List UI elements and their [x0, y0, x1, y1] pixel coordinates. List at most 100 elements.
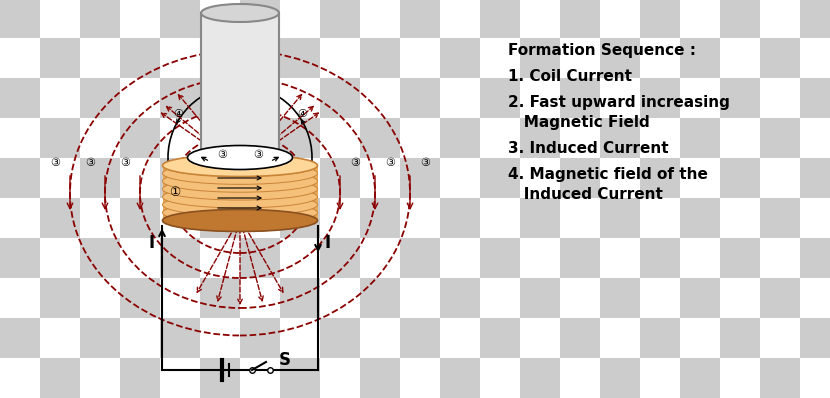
Bar — [0, 278, 40, 318]
Text: ④: ④ — [297, 109, 307, 119]
Bar — [680, 198, 720, 238]
Bar — [720, 238, 760, 278]
Bar — [80, 78, 120, 118]
Text: ④: ④ — [173, 109, 183, 119]
Bar — [201, 13, 279, 163]
Bar — [320, 158, 360, 198]
Bar — [480, 198, 520, 238]
Bar — [560, 0, 600, 38]
Text: 3. Induced Current: 3. Induced Current — [508, 141, 669, 156]
Bar — [280, 38, 320, 78]
Bar — [800, 38, 830, 78]
Bar — [80, 158, 120, 198]
Bar — [320, 238, 360, 278]
Bar — [800, 358, 830, 398]
Bar — [720, 38, 760, 78]
Bar — [440, 358, 480, 398]
Bar — [280, 78, 320, 118]
Bar — [520, 238, 560, 278]
Bar — [0, 358, 40, 398]
Bar — [520, 158, 560, 198]
Bar — [120, 238, 160, 278]
Bar — [760, 318, 800, 358]
Text: Magnetic Field: Magnetic Field — [508, 115, 650, 130]
Bar — [160, 318, 200, 358]
Bar — [160, 0, 200, 38]
Bar — [600, 158, 640, 198]
Bar — [120, 158, 160, 198]
Bar — [0, 238, 40, 278]
Bar — [440, 0, 480, 38]
Bar — [80, 238, 120, 278]
Bar — [480, 118, 520, 158]
Bar — [800, 198, 830, 238]
Bar — [80, 118, 120, 158]
Bar — [80, 278, 120, 318]
Bar — [680, 0, 720, 38]
Bar — [160, 158, 200, 198]
Bar — [720, 278, 760, 318]
Bar — [40, 318, 80, 358]
Bar — [40, 158, 80, 198]
Bar — [400, 158, 440, 198]
Bar — [640, 318, 680, 358]
Bar — [240, 278, 280, 318]
Bar — [80, 0, 120, 38]
Ellipse shape — [201, 4, 279, 22]
Bar — [440, 38, 480, 78]
Bar — [640, 158, 680, 198]
Bar — [320, 38, 360, 78]
Bar — [40, 78, 80, 118]
Bar — [640, 0, 680, 38]
Bar — [163, 166, 201, 220]
Ellipse shape — [163, 202, 318, 224]
Bar — [800, 158, 830, 198]
Bar — [680, 358, 720, 398]
Bar — [560, 158, 600, 198]
Bar — [0, 0, 40, 38]
Bar — [120, 0, 160, 38]
Bar — [120, 118, 160, 158]
Bar — [280, 238, 320, 278]
Bar — [80, 318, 120, 358]
Bar — [80, 358, 120, 398]
Text: Formation Sequence :: Formation Sequence : — [508, 43, 696, 58]
Text: ③: ③ — [50, 158, 60, 168]
Bar — [120, 198, 160, 238]
Bar — [480, 158, 520, 198]
Bar — [400, 238, 440, 278]
Bar — [520, 78, 560, 118]
Bar — [640, 278, 680, 318]
Bar — [560, 78, 600, 118]
Bar — [560, 238, 600, 278]
Ellipse shape — [201, 154, 279, 172]
Bar — [360, 358, 400, 398]
Bar — [320, 278, 360, 318]
Text: Induced Current: Induced Current — [508, 187, 663, 202]
Bar — [800, 238, 830, 278]
Bar — [160, 118, 200, 158]
Bar — [640, 78, 680, 118]
Bar — [320, 198, 360, 238]
Bar — [400, 38, 440, 78]
Ellipse shape — [163, 209, 318, 232]
Bar — [800, 0, 830, 38]
Bar — [760, 38, 800, 78]
Bar — [200, 278, 240, 318]
Bar — [680, 38, 720, 78]
Bar — [720, 0, 760, 38]
Bar — [680, 318, 720, 358]
Bar — [200, 158, 240, 198]
Text: ③: ③ — [385, 158, 395, 168]
Bar — [560, 358, 600, 398]
Bar — [280, 318, 320, 358]
Bar — [600, 198, 640, 238]
Bar — [720, 198, 760, 238]
Bar — [240, 0, 280, 38]
Bar — [240, 78, 280, 118]
Bar — [160, 38, 200, 78]
Bar — [600, 238, 640, 278]
Bar — [760, 118, 800, 158]
Bar — [680, 158, 720, 198]
Bar — [240, 118, 280, 158]
